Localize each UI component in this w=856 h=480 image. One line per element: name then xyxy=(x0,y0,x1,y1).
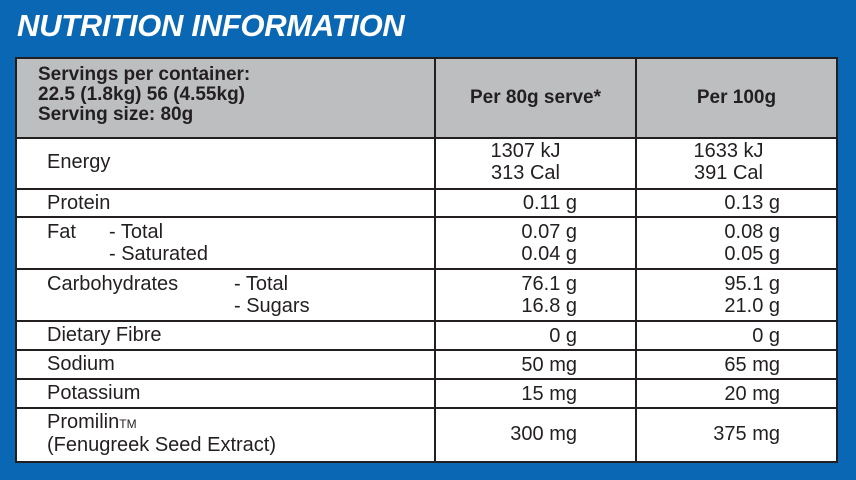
col-header-per-serve: Per 80g serve* xyxy=(436,59,637,137)
energy-per100-cal: 391 Cal xyxy=(694,162,763,184)
fat-total-serve: 0.07 g xyxy=(521,221,577,243)
nutrient-label: Potassium xyxy=(47,382,141,404)
fibre-serve: 0 g xyxy=(549,325,577,347)
table-row-fat: Fat - Total - Saturated 0.07 g 0.04 g 0.… xyxy=(17,218,836,270)
carbs-total-label: - Total xyxy=(234,273,289,295)
sodium-serve: 50 mg xyxy=(521,354,577,376)
fat-total-label: - Total xyxy=(109,221,164,243)
protein-per100: 0.13 g xyxy=(724,192,780,214)
table-row-dietary-fibre: Dietary Fibre 0 g 0 g xyxy=(17,322,836,351)
table-row-protein: Protein 0.11 g 0.13 g xyxy=(17,190,836,218)
serving-size: Serving size: 80g xyxy=(38,104,194,125)
nutrient-label: Carbohydrates xyxy=(47,273,179,295)
servings-per-container-label: Servings per container: xyxy=(38,64,251,85)
fibre-per100: 0 g xyxy=(752,325,780,347)
fat-saturated-per100: 0.05 g xyxy=(724,243,780,265)
energy-serve-kj: 1307 kJ xyxy=(490,140,561,162)
promilin-sublabel: (Fenugreek Seed Extract) xyxy=(47,434,276,456)
nutrient-label: Energy xyxy=(47,151,111,173)
carbs-sugars-label: - Sugars xyxy=(234,295,310,317)
energy-serve-cal: 313 Cal xyxy=(491,162,560,184)
servings-cell: Servings per container: 22.5 (1.8kg) 56 … xyxy=(17,59,436,137)
fat-saturated-serve: 0.04 g xyxy=(521,243,577,265)
page-title: NUTRITION INFORMATION xyxy=(17,8,405,43)
potassium-serve: 15 mg xyxy=(521,383,577,405)
trademark-symbol: TM xyxy=(119,417,137,431)
fat-saturated-label: - Saturated xyxy=(109,243,208,265)
table-row-energy: Energy 1307 kJ 313 Cal 1633 kJ 391 Cal xyxy=(17,139,836,190)
col-header-per-100g: Per 100g xyxy=(696,87,777,108)
nutrient-label: Fat xyxy=(47,221,76,243)
table-row-promilin: PromilinTM (Fenugreek Seed Extract) 300 … xyxy=(17,409,836,461)
promilin-per100: 375 mg xyxy=(713,423,780,445)
nutrient-label: PromilinTM xyxy=(47,411,137,433)
table-row-sodium: Sodium 50 mg 65 mg xyxy=(17,351,836,380)
promilin-serve: 300 mg xyxy=(510,423,577,445)
nutrient-label: Sodium xyxy=(47,353,115,375)
nutrient-label: Protein xyxy=(47,192,111,214)
servings-per-container-value: 22.5 (1.8kg) 56 (4.55kg) xyxy=(38,84,245,105)
carbs-total-serve: 76.1 g xyxy=(521,273,577,295)
table-row-potassium: Potassium 15 mg 20 mg xyxy=(17,380,836,409)
carbs-total-per100: 95.1 g xyxy=(724,273,780,295)
nutrition-table: Servings per container: 22.5 (1.8kg) 56 … xyxy=(15,57,838,463)
protein-serve: 0.11 g xyxy=(522,192,577,214)
potassium-per100: 20 mg xyxy=(724,383,780,405)
energy-per100-kj: 1633 kJ xyxy=(693,140,764,162)
sodium-per100: 65 mg xyxy=(724,354,780,376)
fat-total-per100: 0.08 g xyxy=(724,221,780,243)
carbs-sugars-per100: 21.0 g xyxy=(724,295,780,317)
table-header-row: Servings per container: 22.5 (1.8kg) 56 … xyxy=(17,59,836,139)
carbs-sugars-serve: 16.8 g xyxy=(521,295,577,317)
nutrient-label: Dietary Fibre xyxy=(47,324,162,346)
table-row-carbohydrates: Carbohydrates - Total - Sugars 76.1 g 16… xyxy=(17,270,836,322)
